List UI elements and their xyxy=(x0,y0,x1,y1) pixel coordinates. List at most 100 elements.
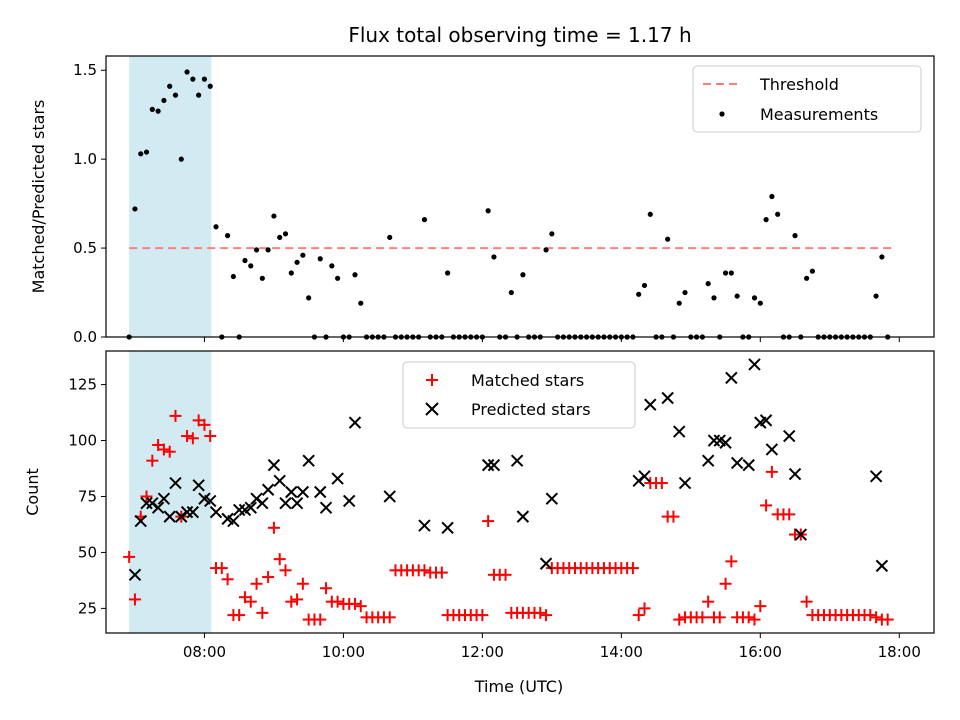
predicted-star-point xyxy=(227,514,240,528)
matched-star-point xyxy=(221,573,234,586)
predicted-star-point xyxy=(730,456,744,470)
y-tick-label: 0.5 xyxy=(73,239,97,257)
x-tick-label: 10:00 xyxy=(322,643,365,661)
measurement-point xyxy=(178,156,184,162)
predicted-star-point xyxy=(348,416,362,429)
matched-star-point xyxy=(418,564,431,577)
predicted-star-point xyxy=(285,485,298,499)
matched-star-point xyxy=(250,577,263,590)
predicted-star-point xyxy=(273,474,286,488)
matched-star-point xyxy=(354,600,367,613)
matched-star-point xyxy=(713,611,726,624)
matched-star-point xyxy=(725,555,738,568)
measurement-point xyxy=(161,97,167,104)
predicted-star-point xyxy=(256,496,269,510)
matched-star-point xyxy=(702,595,715,608)
top-shaded-span xyxy=(129,56,212,337)
matched-star-point xyxy=(348,597,361,610)
top-legend-box xyxy=(692,65,922,133)
predicted-star-point xyxy=(539,557,553,570)
matched-star-point xyxy=(262,571,275,584)
matched-star-point xyxy=(638,602,651,615)
x-tick-label: 12:00 xyxy=(461,643,504,661)
predicted-star-point xyxy=(748,358,761,371)
matched-star-point xyxy=(204,430,217,443)
measurement-point xyxy=(722,270,729,276)
measurement-point xyxy=(265,247,271,253)
predicted-star-point xyxy=(279,496,292,510)
predicted-star-point xyxy=(314,485,327,499)
matched-star-point xyxy=(296,577,309,590)
matched-star-point xyxy=(626,562,639,575)
top-y-ticks: 0.0 0.5 1.0 1.5 xyxy=(73,61,106,346)
predicted-stars-series xyxy=(128,358,889,582)
measurement-point xyxy=(259,275,265,281)
matched-star-point xyxy=(534,606,547,619)
predicted-star-point xyxy=(151,501,165,514)
matched-star-point xyxy=(800,595,813,608)
measurement-point xyxy=(184,69,190,75)
measurement-point xyxy=(676,300,682,306)
predicted-star-point xyxy=(290,496,304,510)
predicted-star-point xyxy=(788,467,802,481)
predicted-star-point xyxy=(232,503,246,517)
measurement-point xyxy=(317,256,323,262)
measurement-point xyxy=(207,83,213,89)
measurement-point xyxy=(190,76,196,82)
measurement-point xyxy=(757,300,763,306)
matched-star-point xyxy=(279,564,292,577)
matched-star-point xyxy=(476,609,489,622)
predicted-star-point xyxy=(644,398,657,411)
measurement-point xyxy=(775,211,781,217)
predicted-star-point xyxy=(701,454,715,467)
predicted-star-point xyxy=(759,414,773,427)
matched-star-point xyxy=(765,465,778,478)
measurement-point xyxy=(242,257,248,264)
matched-star-point xyxy=(256,606,269,619)
predicted-star-point xyxy=(516,510,530,523)
matched-star-point xyxy=(696,611,709,624)
predicted-star-point xyxy=(383,490,396,503)
matched-star-point xyxy=(783,508,796,521)
matched-star-point xyxy=(881,613,894,626)
predicted-star-point xyxy=(869,470,883,483)
matched-star-point xyxy=(157,443,170,456)
legend-matched-label: Matched stars xyxy=(471,371,584,390)
matched-star-point xyxy=(244,595,257,608)
matched-star-point xyxy=(673,613,686,626)
measurement-point xyxy=(213,224,219,230)
measurement-point xyxy=(520,272,526,278)
predicted-star-point xyxy=(261,483,275,496)
bottom-axes-frame xyxy=(105,350,935,634)
measurement-point xyxy=(132,206,138,212)
matched-star-point xyxy=(291,593,304,606)
top-legend: Threshold Measurements xyxy=(692,65,922,133)
measurement-point xyxy=(172,92,179,98)
measurement-point xyxy=(636,291,642,297)
predicted-star-point xyxy=(707,434,721,447)
bottom-y-ticks: 25 50 75 100 125 xyxy=(68,376,106,617)
measurement-point xyxy=(138,151,144,157)
predicted-star-point xyxy=(487,458,501,472)
matched-star-point xyxy=(742,611,755,624)
measurement-point xyxy=(728,270,734,276)
predicted-star-point xyxy=(441,521,454,535)
legend-threshold-label: Threshold xyxy=(759,75,839,94)
predicted-star-point xyxy=(140,496,153,510)
y-tick-label: 1.0 xyxy=(73,150,97,168)
x-axis-label: Time (UTC) xyxy=(474,677,563,696)
bottom-legend: Matched stars Predicted stars xyxy=(402,361,636,429)
predicted-star-point xyxy=(673,425,686,438)
y-tick-label: 25 xyxy=(78,599,97,617)
measurement-point xyxy=(705,281,711,287)
measurement-point xyxy=(734,293,740,299)
measurement-point xyxy=(224,233,231,239)
measurement-point xyxy=(271,213,277,219)
top-y-axis-label: Matched/Predicted stars xyxy=(29,100,48,294)
bottom-legend-box xyxy=(402,361,636,429)
matched-star-point xyxy=(655,477,668,490)
matched-star-point xyxy=(499,568,512,581)
predicted-star-point xyxy=(180,505,194,519)
predicted-star-point xyxy=(267,458,281,472)
legend-predicted-swatch xyxy=(425,402,439,416)
